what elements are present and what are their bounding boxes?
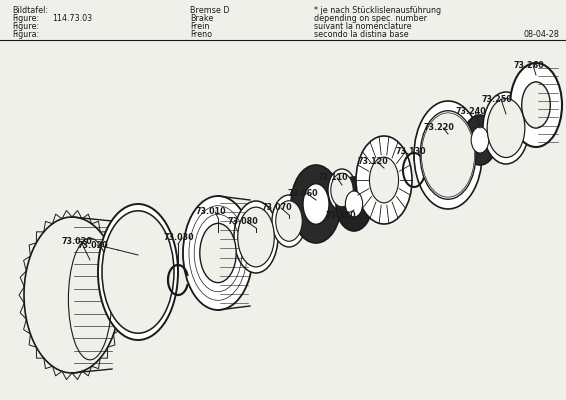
Ellipse shape <box>183 196 253 310</box>
Text: 73.120: 73.120 <box>358 158 389 166</box>
Ellipse shape <box>336 177 372 231</box>
Ellipse shape <box>356 136 412 224</box>
Text: Brake: Brake <box>190 14 213 23</box>
Ellipse shape <box>234 201 278 273</box>
Ellipse shape <box>471 127 489 153</box>
Ellipse shape <box>483 92 529 164</box>
Text: Frein: Frein <box>190 22 209 31</box>
Ellipse shape <box>303 184 329 224</box>
Ellipse shape <box>414 101 482 209</box>
Ellipse shape <box>522 82 550 128</box>
Ellipse shape <box>272 195 306 247</box>
Ellipse shape <box>420 111 476 199</box>
Text: 73.060: 73.060 <box>287 188 318 198</box>
Text: 73.220: 73.220 <box>424 124 455 132</box>
Ellipse shape <box>98 204 178 340</box>
Ellipse shape <box>345 191 363 217</box>
Ellipse shape <box>276 201 302 241</box>
Text: 73.240: 73.240 <box>456 108 487 116</box>
Ellipse shape <box>510 63 562 147</box>
Text: 73.010: 73.010 <box>196 208 226 216</box>
Text: 08-04-28: 08-04-28 <box>524 30 560 39</box>
Text: Figure:: Figure: <box>12 22 39 31</box>
Ellipse shape <box>331 173 353 207</box>
Text: 73.100: 73.100 <box>325 210 355 220</box>
Ellipse shape <box>487 98 525 158</box>
Ellipse shape <box>102 211 174 333</box>
Ellipse shape <box>328 169 356 211</box>
Text: 73.020: 73.020 <box>62 238 93 246</box>
Text: Freno: Freno <box>190 30 212 39</box>
Text: 73.130: 73.130 <box>395 148 426 156</box>
Text: * je nach Stücklislenausführung: * je nach Stücklislenausführung <box>314 6 441 15</box>
Ellipse shape <box>291 165 341 243</box>
Text: Bildtafel:: Bildtafel: <box>12 6 48 15</box>
Text: 73.110: 73.110 <box>318 174 349 182</box>
Ellipse shape <box>370 157 398 203</box>
Text: 73.260: 73.260 <box>514 62 544 70</box>
Text: 114.73.03: 114.73.03 <box>52 14 92 23</box>
Text: 73.070: 73.070 <box>262 204 293 212</box>
Text: 73.250: 73.250 <box>482 96 513 104</box>
Text: depending on spec. number: depending on spec. number <box>314 14 427 23</box>
Text: suivant la nomenclature: suivant la nomenclature <box>314 22 411 31</box>
Ellipse shape <box>238 207 275 267</box>
Text: Figura:: Figura: <box>12 30 39 39</box>
Text: Bremse D: Bremse D <box>190 6 229 15</box>
Text: 73.020: 73.020 <box>78 240 109 250</box>
Text: 73.080: 73.080 <box>228 218 259 226</box>
Ellipse shape <box>463 115 497 165</box>
Text: secondo la distina base: secondo la distina base <box>314 30 409 39</box>
Text: 73.030: 73.030 <box>163 234 194 242</box>
Ellipse shape <box>200 223 236 283</box>
Text: Figure:: Figure: <box>12 14 39 23</box>
